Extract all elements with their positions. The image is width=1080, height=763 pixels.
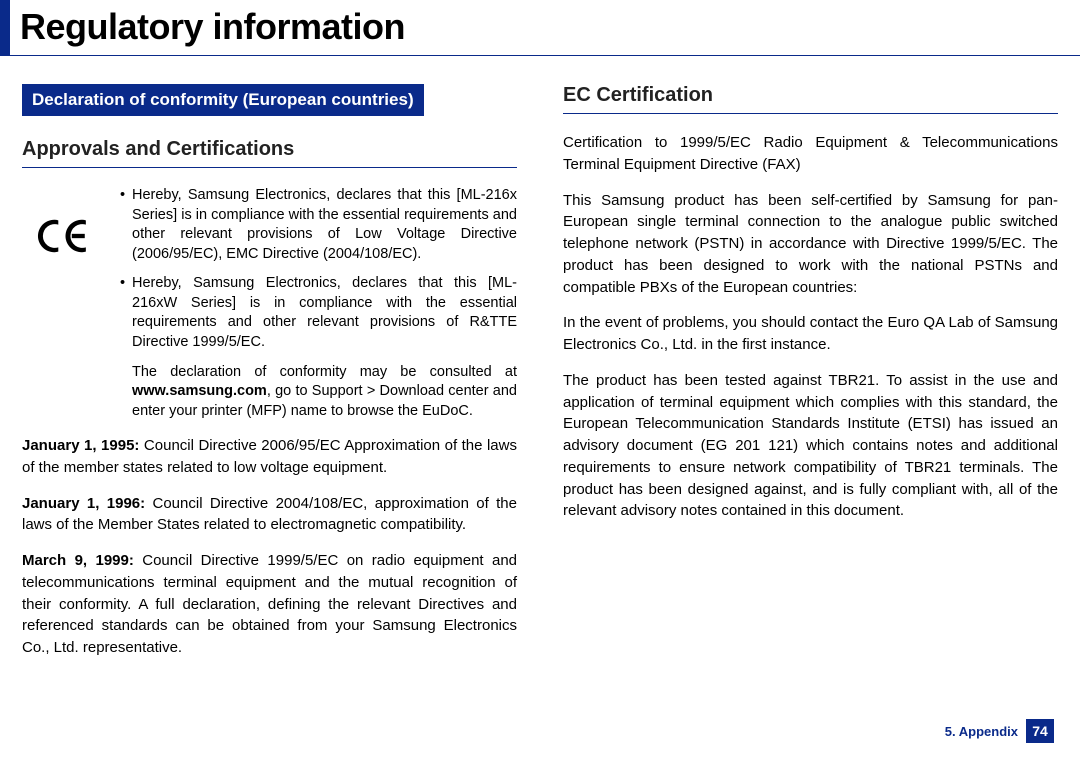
ec-para: Certification to 1999/5/EC Radio Equipme… — [563, 132, 1058, 176]
declaration-prefix: The declaration of conformity may be con… — [132, 364, 517, 380]
ce-mark-icon — [32, 186, 90, 256]
ec-para: This Samsung product has been self-certi… — [563, 190, 1058, 299]
directive-date: January 1, 1996: — [22, 495, 145, 512]
title-accent — [0, 0, 10, 55]
page-footer: 5. Appendix 74 — [945, 719, 1054, 743]
directive-para: January 1, 1995: Council Directive 2006/… — [22, 435, 517, 479]
document-page: Regulatory information Declaration of co… — [0, 0, 1080, 763]
ec-para: In the event of problems, you should con… — [563, 312, 1058, 356]
section-banner: Declaration of conformity (European coun… — [22, 84, 424, 116]
footer-chapter: 5. Appendix — [945, 724, 1018, 739]
ce-bullet: Hereby, Samsung Electronics, declares th… — [120, 274, 517, 352]
approvals-heading: Approvals and Certifications — [22, 138, 517, 168]
content-columns: Declaration of conformity (European coun… — [0, 56, 1080, 673]
declaration-note: The declaration of conformity may be con… — [104, 363, 517, 422]
ce-bullet-list: Hereby, Samsung Electronics, declares th… — [104, 186, 517, 353]
page-title: Regulatory information — [20, 0, 405, 55]
directive-date: March 9, 1999: — [22, 552, 134, 569]
directive-date: January 1, 1995: — [22, 437, 139, 454]
ec-heading: EC Certification — [563, 84, 1058, 114]
title-bar: Regulatory information — [0, 0, 1080, 56]
footer-page-number: 74 — [1026, 719, 1054, 743]
right-column: EC Certification Certification to 1999/5… — [563, 84, 1058, 673]
directive-para: March 9, 1999: Council Directive 1999/5/… — [22, 550, 517, 659]
ce-block: Hereby, Samsung Electronics, declares th… — [32, 186, 517, 421]
left-column: Declaration of conformity (European coun… — [22, 84, 517, 673]
declaration-site: www.samsung.com — [132, 383, 267, 399]
ce-bullet: Hereby, Samsung Electronics, declares th… — [120, 186, 517, 264]
directive-para: January 1, 1996: Council Directive 2004/… — [22, 493, 517, 537]
ce-text: Hereby, Samsung Electronics, declares th… — [104, 186, 517, 421]
ec-para: The product has been tested against TBR2… — [563, 370, 1058, 522]
